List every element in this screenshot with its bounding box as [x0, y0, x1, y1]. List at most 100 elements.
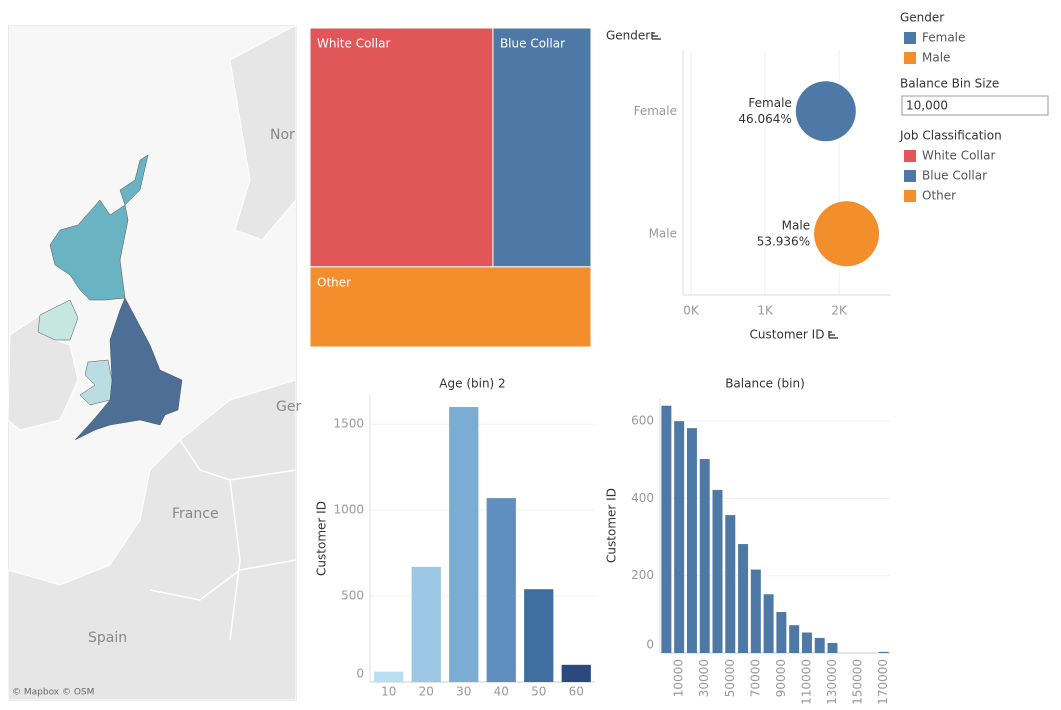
legend-label: Female [922, 31, 965, 45]
border [229, 479, 241, 641]
bar [486, 498, 516, 682]
bar [561, 664, 591, 682]
x-tick-label: 10 [381, 685, 396, 699]
y-axis-title: Gender [606, 29, 650, 43]
x-tick-label: 60 [569, 685, 584, 699]
x-tick-label: 110000 [799, 659, 813, 705]
treemap-cell [309, 27, 494, 268]
parameter-input[interactable] [901, 95, 1049, 116]
bar [789, 625, 800, 653]
x-tick-label: 50 [531, 685, 546, 699]
x-tick-label: 130000 [825, 659, 839, 705]
bar [776, 612, 787, 653]
y-tick-label: 1000 [333, 503, 364, 517]
border [179, 439, 297, 481]
legend-title: Job Classification [899, 129, 1002, 143]
legend-title: Gender [900, 11, 944, 25]
bar [411, 566, 441, 682]
y-tick-label: 200 [631, 568, 654, 582]
map-label: Nor [270, 127, 295, 143]
x-tick-label: 150000 [851, 659, 865, 705]
bar [827, 642, 838, 653]
y-tick-label: Male [649, 226, 677, 240]
scotland [49, 154, 149, 301]
bar [878, 651, 889, 653]
bar [763, 594, 774, 653]
treemap-cell [492, 27, 592, 268]
bubble [814, 201, 880, 267]
bar [814, 637, 825, 653]
map-shapes [8, 25, 297, 701]
land [8, 379, 297, 701]
treemap-cell [309, 266, 592, 348]
y-axis-title: Customer ID [605, 488, 619, 563]
bar [738, 544, 749, 653]
bar [801, 632, 812, 653]
x-tick-label: 170000 [876, 659, 890, 705]
legend-label: Blue Collar [922, 169, 987, 183]
y-tick-label: 0 [356, 667, 364, 681]
y-tick-label: 1500 [333, 417, 364, 431]
x-tick-label: 30 [456, 685, 471, 699]
cell-label: White Collar [317, 37, 390, 51]
y-axis-title: Customer ID [315, 501, 329, 576]
legend-swatch [904, 52, 916, 64]
x-tick-label: 10000 [672, 659, 686, 697]
map-label: Spain [88, 630, 127, 646]
parameter-value[interactable]: 10,000 [906, 99, 948, 113]
data-label: 53.936% [757, 234, 810, 248]
y-tick-label: 0 [646, 638, 654, 652]
bar [374, 671, 404, 682]
bar [674, 421, 685, 653]
data-label: Male [782, 218, 810, 232]
x-tick-label: 20 [419, 685, 434, 699]
legend-swatch [904, 190, 916, 202]
bar [449, 407, 479, 682]
england [74, 297, 183, 441]
sort-icon[interactable] [828, 331, 838, 339]
legend-swatch [904, 32, 916, 44]
x-tick-label: 40 [494, 685, 509, 699]
legend-swatch [904, 150, 916, 162]
data-label: 46.064% [738, 112, 791, 126]
bar [524, 589, 554, 682]
legend-label: White Collar [922, 149, 995, 163]
border [149, 559, 297, 601]
x-axis-title: Customer ID [750, 328, 825, 342]
legend-label: Other [922, 189, 956, 203]
map-label: Ger [276, 399, 301, 415]
x-tick-label: 1K [757, 304, 774, 318]
map-attribution: © Mapbox © OSM [12, 688, 94, 698]
legend-label: Male [922, 51, 950, 65]
bubble [795, 81, 856, 142]
x-tick-label: 90000 [774, 659, 788, 697]
cell-label: Other [317, 275, 351, 289]
x-tick-label: 30000 [697, 659, 711, 697]
chart-title: Balance (bin) [725, 377, 805, 391]
y-tick-label: Female [634, 104, 677, 118]
bar [712, 489, 723, 653]
bar [661, 405, 672, 653]
bar [725, 515, 736, 653]
y-tick-label: 400 [631, 491, 654, 505]
northern-ireland [37, 299, 79, 341]
parameter-label: Balance Bin Size [900, 77, 999, 91]
data-label: Female [748, 96, 791, 110]
bar [699, 459, 710, 653]
sort-icon[interactable] [651, 32, 661, 40]
cell-label: Blue Collar [500, 37, 565, 51]
wales [79, 359, 113, 406]
chart-title: Age (bin) 2 [439, 377, 505, 391]
bar [686, 428, 697, 653]
map-label: France [172, 506, 219, 522]
x-tick-label: 50000 [723, 659, 737, 697]
x-tick-label: 70000 [748, 659, 762, 697]
x-tick-label: 2K [831, 304, 848, 318]
x-tick-label: 0K [683, 304, 700, 318]
map [8, 25, 297, 701]
bar [750, 569, 761, 653]
y-tick-label: 600 [631, 414, 654, 428]
land [229, 25, 297, 241]
y-tick-label: 500 [341, 589, 364, 603]
